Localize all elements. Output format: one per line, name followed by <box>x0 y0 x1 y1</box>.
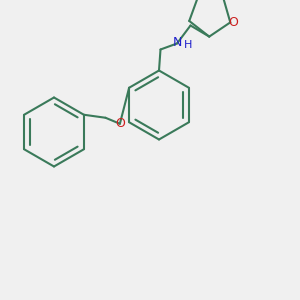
Text: O: O <box>115 117 125 130</box>
Text: N: N <box>172 35 182 49</box>
Text: H: H <box>184 40 193 50</box>
Text: O: O <box>228 16 238 29</box>
